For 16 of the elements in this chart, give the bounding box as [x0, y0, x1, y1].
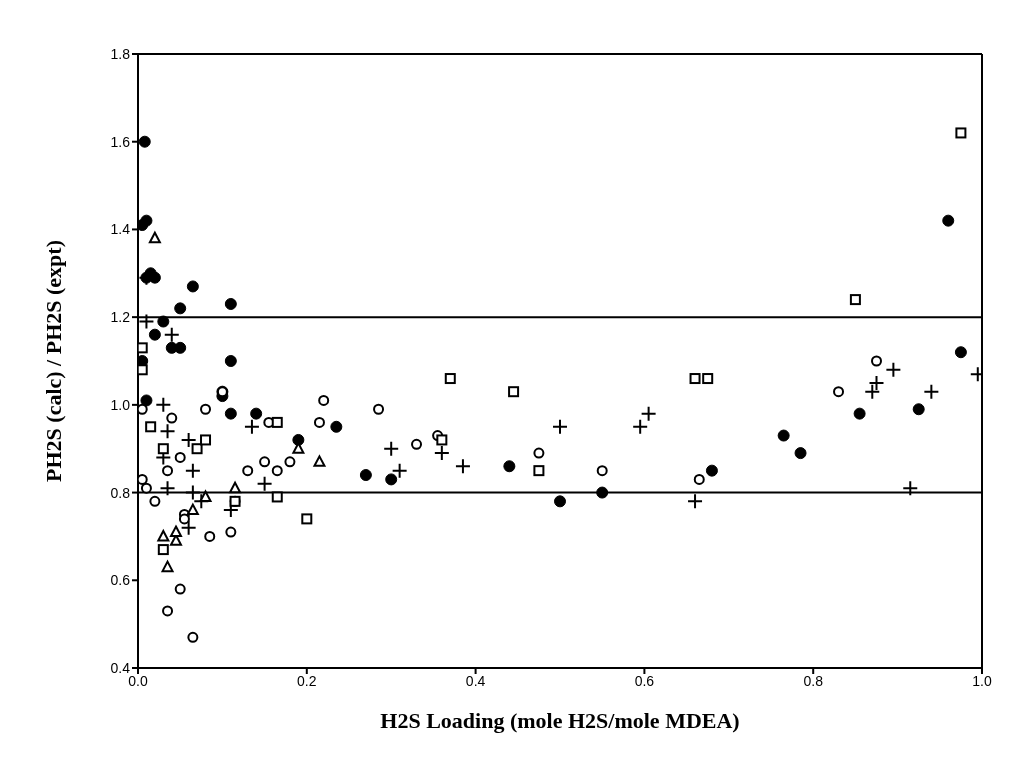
y-tick-label: 1.4: [110, 221, 131, 238]
x-axis-title: H2S Loading (mole H2S/mole MDEA): [380, 708, 740, 733]
y-tick-label: 0.6: [110, 572, 131, 589]
x-tick-label: 0.4: [465, 672, 486, 689]
y-tick-label: 1.8: [110, 45, 131, 62]
x-tick-label: 0.0: [128, 672, 148, 689]
x-tick-label: 0.6: [634, 672, 655, 689]
x-tick-label: 0.8: [803, 672, 824, 689]
x-tick-label: 1.0: [972, 672, 992, 689]
y-tick-label: 1.2: [110, 309, 131, 326]
y-tick-label: 0.4: [110, 659, 131, 676]
y-tick-label: 1.0: [110, 396, 131, 413]
y-tick-label: 0.8: [110, 484, 131, 501]
x-tick-label: 0.2: [297, 672, 317, 689]
y-tick-label: 1.6: [110, 133, 131, 150]
y-axis-title: PH2S (calc) / PH2S (expt): [40, 240, 66, 482]
